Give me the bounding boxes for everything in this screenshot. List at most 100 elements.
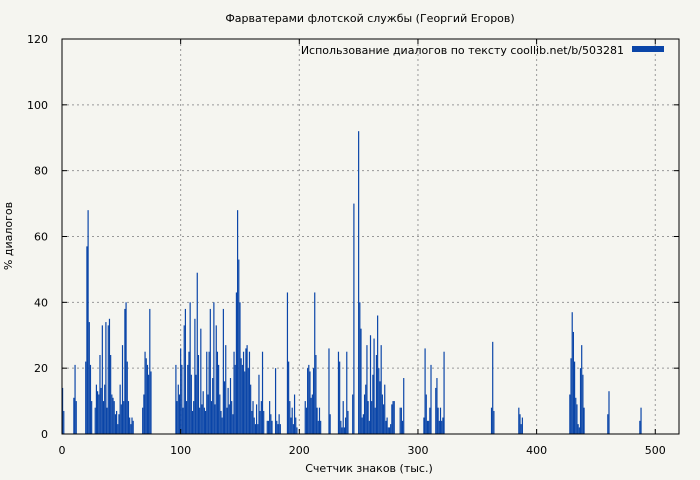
bar xyxy=(183,325,185,435)
bar xyxy=(89,364,92,435)
bar xyxy=(88,322,90,434)
bar xyxy=(199,407,201,434)
bar xyxy=(191,410,194,434)
y-axis-label: % диалогов xyxy=(2,202,15,270)
bar xyxy=(518,407,520,434)
bar xyxy=(195,374,197,434)
bar xyxy=(175,364,177,435)
bar xyxy=(342,401,344,434)
bar xyxy=(145,358,147,434)
bar xyxy=(346,351,348,434)
bar xyxy=(365,384,367,435)
bar xyxy=(111,394,113,434)
bar xyxy=(378,368,380,434)
bar xyxy=(229,378,232,434)
bar xyxy=(108,318,111,434)
bar xyxy=(257,424,259,435)
bar xyxy=(340,420,342,434)
bar xyxy=(74,364,76,435)
bar xyxy=(188,351,190,434)
y-tick-label: 100 xyxy=(27,99,48,112)
bar xyxy=(189,302,191,434)
bar xyxy=(113,401,115,434)
bar xyxy=(259,410,261,434)
bar xyxy=(382,404,385,435)
bar xyxy=(391,404,393,435)
bar xyxy=(423,417,425,434)
legend-label: Использование диалогов по тексту coollib… xyxy=(301,44,624,57)
x-tick-label: 100 xyxy=(170,444,191,457)
bar xyxy=(95,384,98,435)
bar xyxy=(216,351,219,434)
bar xyxy=(129,417,131,434)
bar xyxy=(293,394,296,434)
bar xyxy=(121,345,124,435)
bar xyxy=(180,348,182,434)
bar xyxy=(106,407,108,434)
y-tick-label: 60 xyxy=(34,231,48,244)
bar xyxy=(256,404,258,435)
bar xyxy=(276,420,278,434)
bar xyxy=(492,341,494,434)
bar xyxy=(320,420,322,434)
bar xyxy=(608,391,610,434)
bar xyxy=(367,401,369,434)
chart-title: Фарватерами флотской службы (Георгий Его… xyxy=(225,12,514,25)
bar xyxy=(94,407,96,434)
legend: Использование диалогов по тексту coollib… xyxy=(301,44,664,57)
bar xyxy=(424,348,426,434)
bar xyxy=(374,407,376,434)
bar xyxy=(360,328,362,434)
bar xyxy=(193,401,195,434)
bar xyxy=(372,374,374,434)
bar xyxy=(131,417,133,434)
bar xyxy=(123,401,125,434)
bar xyxy=(309,371,311,434)
bar xyxy=(120,404,122,435)
bar xyxy=(233,351,235,434)
bar xyxy=(583,407,585,434)
bar xyxy=(278,414,280,434)
bar xyxy=(428,420,430,434)
bar xyxy=(238,259,240,434)
bar xyxy=(222,308,224,434)
bar xyxy=(359,302,361,434)
bar xyxy=(352,394,354,434)
bar xyxy=(312,368,315,434)
bar xyxy=(247,368,249,434)
bar xyxy=(124,308,126,434)
bar xyxy=(235,292,238,434)
bar xyxy=(369,335,372,434)
bar xyxy=(430,364,432,435)
bar xyxy=(86,246,88,435)
bar xyxy=(118,414,120,434)
bar xyxy=(295,417,297,434)
bar xyxy=(577,424,579,435)
bar xyxy=(436,378,438,434)
bar xyxy=(234,364,236,435)
bar xyxy=(178,394,181,434)
bar xyxy=(305,407,308,434)
bar xyxy=(227,387,229,434)
bar xyxy=(521,417,523,434)
bar xyxy=(114,414,116,434)
bar xyxy=(286,292,289,434)
bar xyxy=(377,315,379,434)
bar xyxy=(493,410,495,434)
bar xyxy=(384,384,386,435)
bar xyxy=(572,331,574,434)
bar xyxy=(146,364,149,435)
bar xyxy=(317,420,319,434)
bar xyxy=(392,401,394,434)
bar xyxy=(143,394,145,434)
bar xyxy=(100,387,102,434)
y-tick-label: 40 xyxy=(34,296,48,309)
bar xyxy=(399,407,401,434)
bar xyxy=(107,325,109,435)
bar xyxy=(150,371,152,434)
bar xyxy=(207,394,209,434)
bar xyxy=(339,361,341,434)
bar xyxy=(429,407,431,434)
bar xyxy=(246,345,248,435)
bar xyxy=(176,401,178,434)
